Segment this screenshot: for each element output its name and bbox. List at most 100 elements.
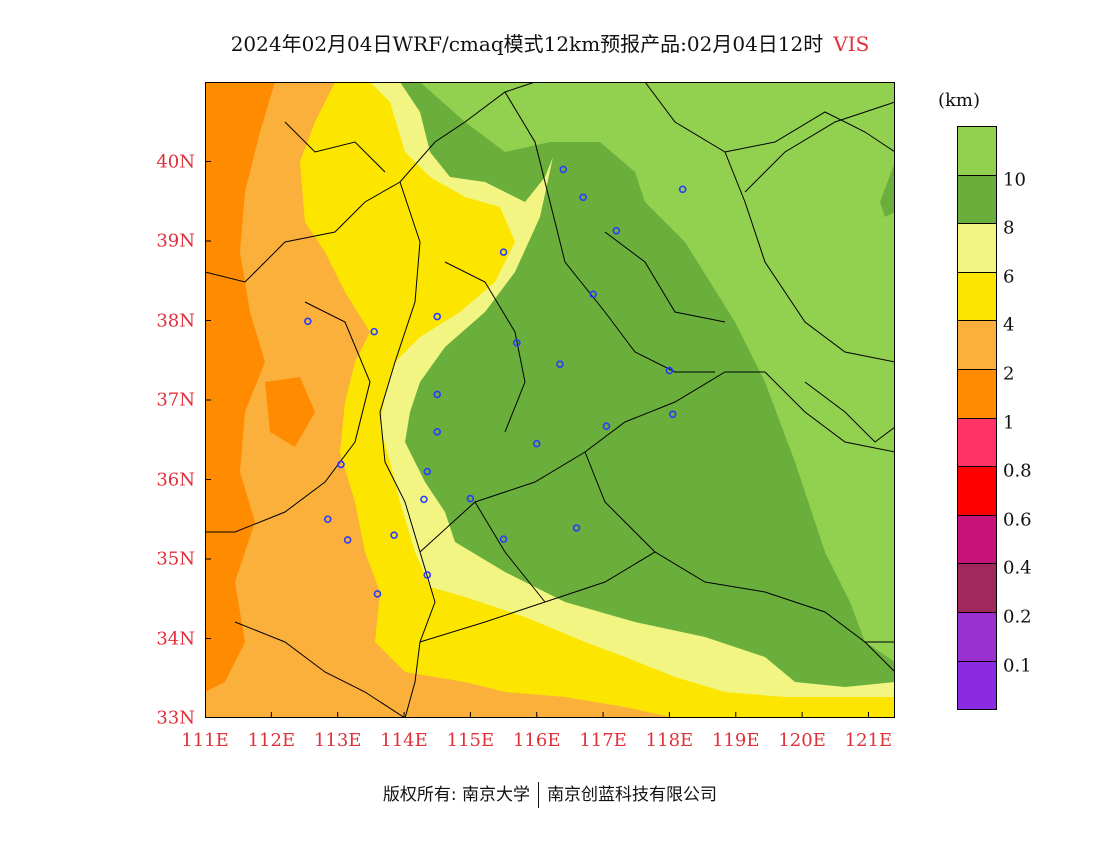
x-tick-label: 115E: [446, 730, 495, 751]
title-main: 2024年02月04日WRF/cmaq模式12km预报产品:02月04日12时: [230, 32, 824, 56]
station-marker: [433, 312, 442, 321]
colorbar-level-label: 0.2: [1003, 606, 1032, 628]
city-stations: [304, 165, 687, 598]
vis-band-8-10km-east: [880, 162, 895, 217]
province-boundary: [379, 181, 436, 718]
station-marker: [499, 248, 508, 256]
map-panel: [205, 82, 895, 718]
colorbar-level-label: 6: [1003, 266, 1015, 288]
province-boundary: [419, 551, 895, 643]
x-tick-label: 121E: [844, 730, 893, 751]
station-marker: [556, 360, 564, 369]
province-boundary: [205, 82, 536, 283]
colorbar-swatch: [957, 368, 997, 419]
y-tick-label: 33N: [156, 707, 195, 729]
colorbar-level-label: 8: [1003, 217, 1015, 239]
visibility-map: [205, 82, 895, 718]
station-marker: [433, 427, 442, 436]
station-marker: [665, 366, 674, 375]
station-marker: [589, 290, 597, 299]
station-marker: [668, 410, 677, 419]
colorbar-swatch: [957, 611, 997, 662]
colorbar-swatch: [957, 320, 997, 370]
colorbar-swatch: [957, 466, 997, 516]
station-marker: [370, 327, 378, 336]
station-marker: [572, 524, 581, 532]
province-boundary: [284, 121, 386, 173]
colorbar: [957, 126, 997, 711]
vis-band-2-4km: [205, 82, 675, 718]
colorbar-swatch: [957, 563, 997, 613]
province-boundary: [504, 91, 715, 373]
station-marker: [343, 536, 352, 544]
colorbar-level-label: 4: [1003, 314, 1015, 336]
station-marker: [433, 390, 442, 399]
title-variable: VIS: [833, 32, 870, 56]
y-tick-label: 37N: [156, 389, 195, 411]
station-marker: [423, 467, 432, 476]
x-tick-label: 120E: [778, 730, 826, 751]
station-marker: [602, 422, 611, 431]
station-marker: [304, 317, 312, 326]
station-marker: [579, 193, 587, 202]
x-tick-label: 114E: [380, 730, 428, 751]
station-marker: [390, 531, 398, 539]
station-marker: [373, 590, 382, 598]
station-marker: [612, 226, 621, 235]
x-tick-label: 112E: [247, 730, 296, 751]
station-marker: [423, 571, 432, 579]
station-marker: [499, 535, 508, 543]
y-tick-label: 35N: [156, 548, 195, 570]
colorbar-level-label: 0.1: [1003, 655, 1032, 677]
y-tick-label: 36N: [156, 469, 195, 490]
map-title: 2024年02月04日WRF/cmaq模式12km预报产品:02月04日12时 V…: [0, 28, 1100, 57]
colorbar-swatch: [957, 223, 997, 273]
coastline: [744, 101, 895, 673]
y-tick-label: 40N: [156, 151, 195, 172]
colorbar-swatch: [957, 660, 997, 711]
station-marker: [678, 185, 687, 194]
province-boundary: [604, 231, 726, 323]
station-marker: [466, 494, 475, 503]
colorbar-level-label: 0.6: [1003, 509, 1032, 531]
x-tick-label: 119E: [712, 730, 760, 751]
boundaries: [205, 82, 895, 718]
station-marker: [532, 439, 541, 448]
station-marker: [323, 515, 332, 524]
province-boundary: [764, 371, 895, 453]
footer-left: 版权所有: 南京大学: [382, 785, 531, 805]
colorbar-swatch: [957, 514, 997, 565]
footer-right: 南京创蓝科技有限公司: [547, 785, 718, 805]
province-boundary: [419, 371, 765, 553]
x-tick-label: 111E: [181, 730, 229, 751]
province-boundary: [644, 82, 895, 153]
x-tick-label: 117E: [579, 730, 627, 751]
x-tick-label: 116E: [512, 730, 561, 751]
x-tick-label: 118E: [645, 730, 694, 751]
vis-band-1-2km: [205, 82, 275, 692]
colorbar-level-label: 10: [1003, 169, 1026, 191]
colorbar-level-label: 2: [1003, 363, 1015, 385]
x-tick-label: 113E: [313, 730, 362, 751]
colorbar-level-label: 1: [1003, 412, 1015, 434]
station-marker: [559, 165, 568, 174]
colorbar-swatch: [957, 126, 997, 176]
map-frame: [205, 82, 895, 718]
colorbar-swatch: [957, 174, 997, 225]
colorbar-swatch: [957, 417, 997, 468]
station-marker: [420, 495, 428, 504]
colorbar-unit: (km): [938, 90, 981, 111]
station-marker: [513, 338, 521, 347]
province-boundary: [474, 501, 546, 603]
y-tick-label: 38N: [156, 310, 195, 331]
province-boundary: [584, 451, 656, 553]
y-tick-label: 34N: [156, 628, 195, 649]
y-tick-label: 39N: [156, 230, 195, 252]
footer-divider: [538, 782, 540, 808]
province-boundary: [724, 151, 895, 363]
colorbar-level-label: 0.4: [1003, 557, 1032, 579]
province-boundary: [444, 261, 526, 433]
vis-band-1-2km-patch: [265, 377, 315, 447]
station-marker: [337, 460, 345, 469]
vis-band-4-6km: [205, 82, 895, 718]
